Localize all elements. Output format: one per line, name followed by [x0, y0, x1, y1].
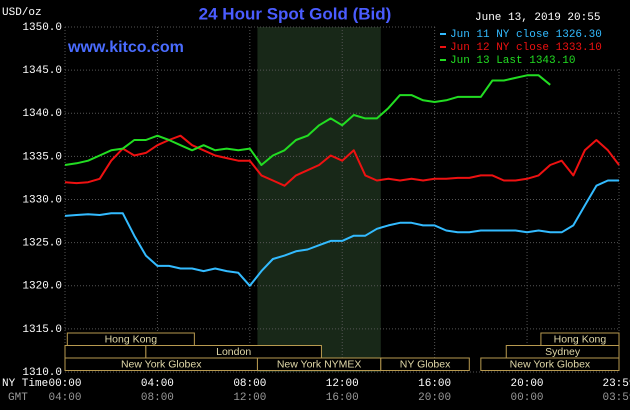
x-tick-label: 23:59 [602, 378, 630, 390]
series-line [64, 134, 620, 187]
series-line [64, 74, 551, 166]
source: www.kitco.com [67, 39, 184, 56]
session-label: NY Globex [400, 359, 451, 371]
chart-title: 24 Hour Spot Gold (Bid) [199, 4, 392, 23]
y-tick-label: 1340.0 [22, 108, 62, 120]
y-tick-label: 1315.0 [22, 324, 62, 336]
legend-label: Jun 12 NY close 1333.10 [450, 42, 602, 54]
x2-tick-label: 00:00 [511, 392, 544, 404]
x-tick-label: 00:00 [48, 378, 81, 390]
x-tick-label: 12:00 [326, 378, 359, 390]
x-tick-label: 08:00 [233, 378, 266, 390]
session-label: New York Globex [510, 359, 591, 371]
x-tick-label: 04:00 [141, 378, 174, 390]
x2-tick-label: 12:00 [233, 392, 266, 404]
timestamp: June 13, 2019 20:55 [475, 12, 600, 24]
session-bar [64, 345, 147, 359]
x-axis-label: NY Time [2, 378, 48, 390]
session-label: Hong Kong [554, 334, 607, 346]
x2-tick-label: 03:59 [602, 392, 630, 404]
legend-label: Jun 11 NY close 1326.30 [450, 29, 602, 41]
x-tick-label: 20:00 [511, 378, 544, 390]
session-label: New York Globex [121, 359, 202, 371]
legend-box [436, 26, 622, 68]
y-tick-label: 1310.0 [22, 367, 62, 379]
x2-tick-label: 08:00 [141, 392, 174, 404]
session-label: Sydney [545, 346, 581, 358]
session-label: London [216, 346, 251, 358]
y-axis-label: USD/oz [2, 7, 42, 19]
session-bar [380, 357, 470, 371]
y-tick-label: 1345.0 [22, 65, 62, 77]
x-tick-label: 16:00 [418, 378, 451, 390]
legend-label: Jun 13 Last 1343.10 [450, 55, 575, 67]
y-tick-label: 1335.0 [22, 151, 62, 163]
session-bar [480, 357, 620, 371]
y-tick-label: 1325.0 [22, 238, 62, 250]
y-tick-label: 1330.0 [22, 194, 62, 206]
series-line [64, 179, 619, 287]
session-label: Hong Kong [105, 334, 158, 346]
x2-tick-label: 16:00 [326, 392, 359, 404]
y-tick-label: 1320.0 [22, 281, 62, 293]
y-tick-label: 1350.0 [22, 22, 62, 34]
x2-axis-label: GMT [8, 392, 28, 404]
session-label: New York NYMEX [277, 359, 362, 371]
x2-tick-label: 20:00 [418, 392, 451, 404]
x2-tick-label: 04:00 [48, 392, 81, 404]
